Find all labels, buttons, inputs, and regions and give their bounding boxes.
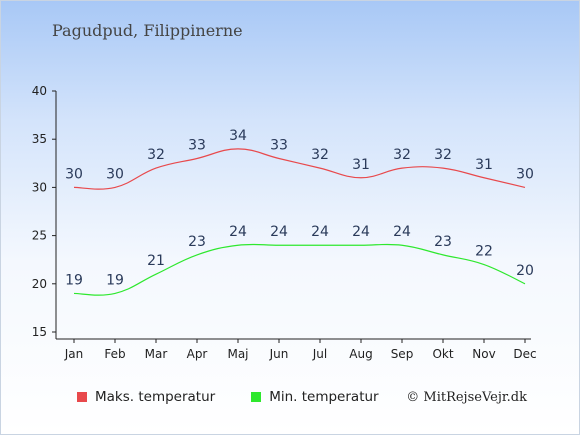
copyright-text: © MitRejseVejr.dk	[406, 390, 527, 405]
axes: 15 20 25 30 35 40 Jan Feb Mar Apr Maj Jun Jul Aug Sep O…	[32, 84, 537, 361]
series-max	[73, 148, 526, 190]
min-value-label: 23	[434, 234, 452, 250]
x-tick-label: Jan	[64, 347, 84, 361]
x-tick-label: Feb	[104, 347, 125, 361]
min-value-label: 19	[65, 272, 83, 288]
max-value-label: 34	[229, 128, 247, 144]
x-tick-label: Jul	[312, 347, 327, 361]
min-value-label: 24	[270, 224, 288, 240]
min-value-label: 21	[147, 253, 165, 269]
x-tick-label: Okt	[432, 347, 453, 361]
min-value-label: 24	[229, 224, 247, 240]
min-temperature-line	[73, 243, 526, 296]
min-value-label: 20	[516, 263, 534, 279]
x-tick-label: Aug	[349, 347, 372, 361]
max-value-label: 32	[393, 147, 411, 163]
x-tick-label: Nov	[472, 347, 495, 361]
y-tick-label: 40	[32, 84, 47, 98]
max-value-label: 32	[147, 147, 165, 163]
max-value-label: 32	[311, 147, 329, 163]
legend-item-max: Maks. temperatur	[77, 389, 215, 405]
min-value-label: 22	[475, 244, 493, 260]
x-tick-label: Maj	[227, 347, 248, 361]
legend-label-min: Min. temperatur	[269, 389, 379, 405]
y-tick-label: 30	[32, 180, 47, 194]
x-tick-label: Dec	[513, 347, 536, 361]
max-value-label: 30	[106, 166, 124, 182]
y-tick-label: 20	[32, 277, 47, 291]
data-labels: 30 30 32 33 34 33 32 31 32 32 31 30 19 19 21 23 24 24 24 24…	[65, 128, 534, 289]
min-value-label: 23	[188, 234, 206, 250]
legend-item-min: Min. temperatur	[251, 389, 379, 405]
max-value-label: 31	[352, 157, 370, 173]
chart-title: Pagudpud, Filippinerne	[52, 21, 243, 40]
y-tick-label: 35	[32, 132, 47, 146]
max-value-label: 33	[270, 137, 288, 153]
x-tick-label: Apr	[187, 347, 208, 361]
max-value-label: 32	[434, 147, 452, 163]
series-min	[73, 243, 526, 296]
y-tick-label: 15	[32, 325, 47, 339]
x-tick-label: Mar	[145, 347, 168, 361]
min-value-label: 24	[311, 224, 329, 240]
x-tick-label: Sep	[391, 347, 414, 361]
y-tick-label: 25	[32, 229, 47, 243]
x-tick-label: Jun	[269, 347, 289, 361]
min-value-label: 19	[106, 272, 124, 288]
legend-swatch-max	[77, 392, 87, 402]
max-value-label: 33	[188, 137, 206, 153]
min-value-label: 24	[393, 224, 411, 240]
max-value-label: 30	[65, 166, 83, 182]
max-value-label: 30	[516, 166, 534, 182]
max-value-label: 31	[475, 157, 493, 173]
legend: Maks. temperatur Min. temperatur	[77, 389, 415, 405]
legend-label-max: Maks. temperatur	[95, 389, 216, 405]
max-temperature-line	[73, 148, 526, 190]
min-value-label: 24	[352, 224, 370, 240]
legend-swatch-min	[251, 392, 262, 402]
